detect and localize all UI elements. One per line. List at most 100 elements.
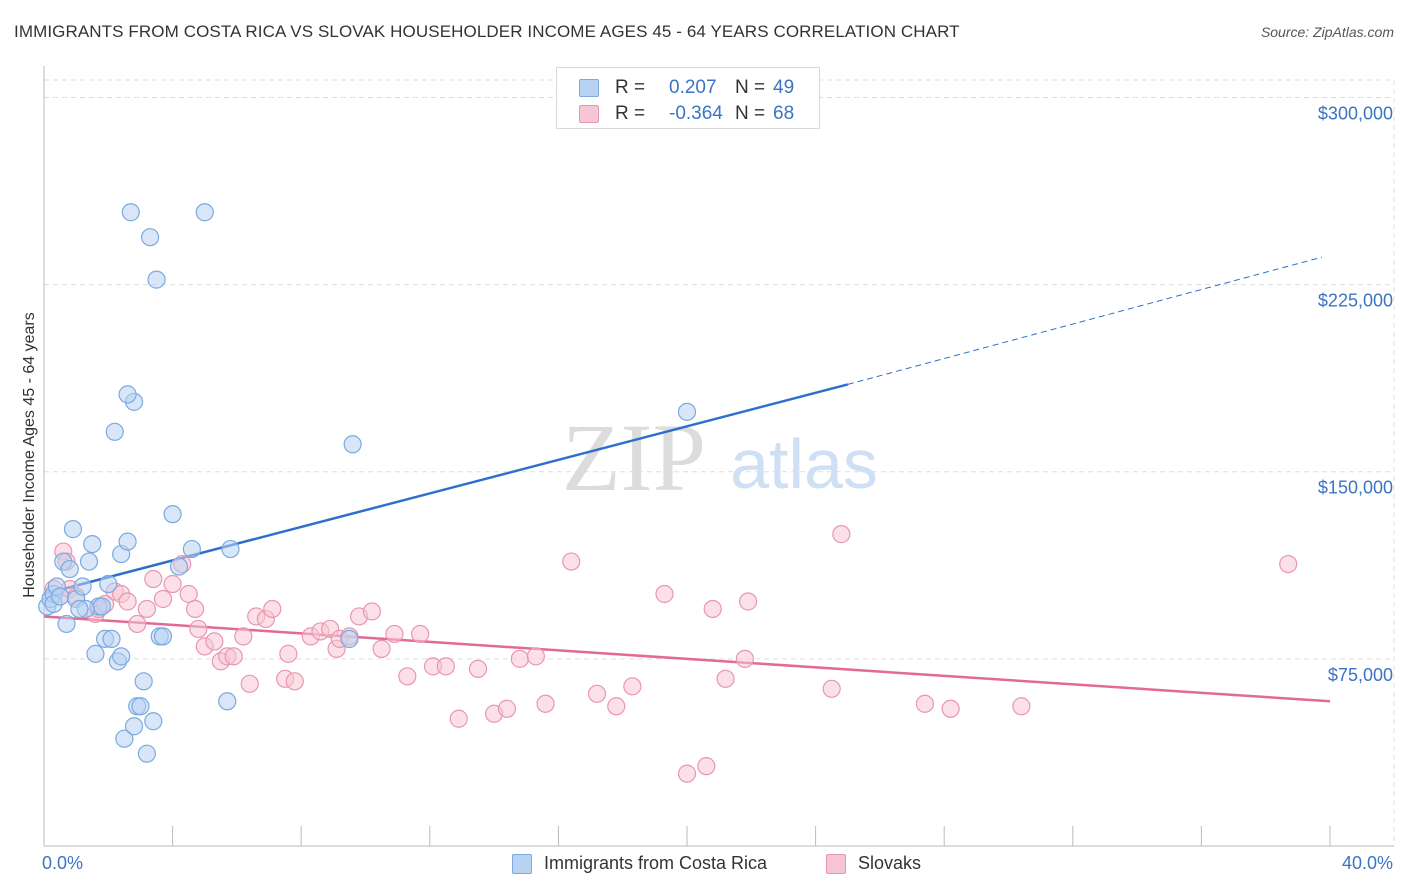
point-slovaks [623, 677, 642, 696]
point-slovaks [562, 552, 581, 571]
point-slovaks [1012, 697, 1031, 716]
point-costa-rica [57, 614, 76, 634]
pink-swatch-icon [579, 105, 599, 123]
point-slovaks [224, 647, 243, 666]
point-slovaks [510, 649, 529, 668]
point-costa-rica [153, 627, 173, 646]
point-costa-rica [118, 385, 137, 404]
point-costa-rica [92, 597, 111, 616]
point-costa-rica [147, 270, 166, 289]
point-costa-rica [124, 717, 144, 736]
blue-swatch-icon [512, 854, 532, 874]
point-slovaks [703, 599, 722, 619]
tick-labels: $75,000 $150,000 $225,000 $300,000 0.0% 40.0% [42, 103, 1393, 873]
blue-swatch-icon [579, 79, 599, 97]
x-tick-label: 0.0% [42, 853, 83, 873]
point-slovaks [137, 599, 156, 619]
point-costa-rica [134, 672, 153, 691]
point-slovaks [941, 699, 960, 718]
point-costa-rica [677, 402, 697, 421]
point-slovaks [153, 589, 173, 609]
point-slovaks [822, 679, 841, 698]
point-slovaks [234, 627, 253, 646]
point-costa-rica [79, 552, 99, 571]
point-slovaks [362, 602, 382, 621]
legend-label: Slovaks [858, 853, 922, 873]
point-costa-rica [105, 422, 124, 441]
point-slovaks [189, 619, 208, 639]
pink-swatch-icon [826, 854, 846, 874]
point-slovaks [163, 574, 182, 594]
point-slovaks [411, 624, 430, 644]
point-slovaks [677, 764, 697, 783]
point-costa-rica [86, 644, 105, 663]
point-slovaks [398, 667, 417, 686]
point-costa-rica [50, 587, 70, 606]
point-costa-rica [340, 629, 359, 649]
x-tick-label: 40.0% [1342, 853, 1393, 873]
point-costa-rica [99, 574, 118, 594]
y-tick-label: $75,000 [1328, 665, 1393, 685]
point-slovaks [186, 599, 205, 619]
point-slovaks [915, 694, 935, 713]
point-costa-rica [115, 729, 134, 748]
point-costa-rica [218, 692, 237, 711]
point-slovaks [449, 709, 468, 728]
point-slovaks [526, 647, 545, 666]
grid-layer [44, 79, 1395, 846]
point-costa-rica [131, 697, 150, 716]
point-costa-rica [140, 228, 160, 247]
point-slovaks [279, 644, 298, 663]
point-slovaks [144, 569, 163, 589]
chart-title: IMMIGRANTS FROM COSTA RICA VS SLOVAK HOU… [14, 22, 960, 41]
point-costa-rica [73, 577, 92, 596]
point-costa-rica [102, 629, 121, 649]
data-points [38, 203, 1298, 783]
point-costa-rica [169, 557, 189, 576]
trend-line-costa-rica [43, 383, 849, 596]
r-value: 0.207 [669, 77, 717, 98]
r-label: R = [615, 77, 646, 98]
point-costa-rica [343, 435, 362, 454]
r-label: R = [615, 103, 646, 124]
point-slovaks [468, 659, 488, 678]
point-slovaks [832, 525, 851, 544]
point-costa-rica [112, 647, 131, 666]
r-value: -0.364 [669, 103, 723, 124]
y-axis-label: Householder Income Ages 45 - 64 years [21, 312, 38, 598]
point-costa-rica [70, 599, 89, 619]
point-slovaks [205, 632, 224, 651]
point-slovaks [372, 639, 391, 658]
point-slovaks [716, 669, 735, 688]
point-slovaks [263, 599, 282, 619]
point-slovaks [179, 584, 198, 604]
point-slovaks [118, 592, 137, 611]
point-costa-rica [118, 532, 137, 551]
point-costa-rica [63, 520, 83, 539]
point-slovaks [536, 694, 555, 713]
point-slovaks [587, 684, 607, 703]
correlation-legend: R = 0.207 N = 49 R = -0.364 N = 68 [556, 67, 820, 129]
series-legend: Immigrants from Costa Rica Slovaks [0, 852, 1406, 878]
watermark-zip: ZIP [562, 404, 706, 511]
point-costa-rica [144, 712, 163, 731]
point-costa-rica [83, 534, 102, 554]
trend-line-slovaks [43, 615, 1331, 703]
point-slovaks [607, 697, 626, 716]
watermark: ZIP atlas [562, 404, 878, 511]
point-slovaks [436, 657, 455, 676]
point-slovaks [240, 674, 259, 693]
point-slovaks [497, 699, 517, 718]
n-label: N = [735, 77, 766, 98]
axis-layer [43, 66, 1394, 847]
point-slovaks [1279, 554, 1298, 574]
point-slovaks [128, 614, 147, 634]
point-slovaks [738, 592, 758, 611]
point-slovaks [697, 757, 716, 776]
point-slovaks [385, 624, 404, 644]
point-slovaks [285, 672, 304, 691]
n-label: N = [735, 103, 766, 124]
trend-line-costa-rica-projection [847, 256, 1323, 385]
y-tick-label: $300,000 [1318, 103, 1393, 123]
